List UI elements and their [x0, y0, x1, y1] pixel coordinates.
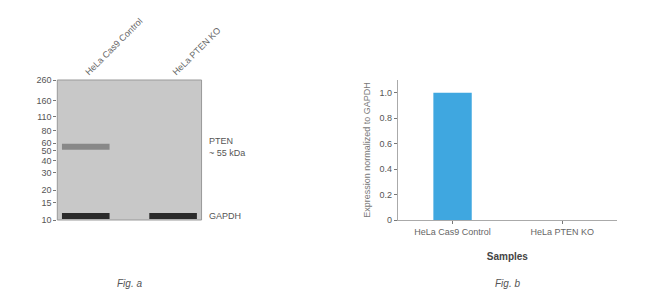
svg-text:HeLa PTEN KO: HeLa PTEN KO: [171, 25, 223, 77]
svg-text:110: 110: [37, 112, 51, 122]
svg-text:20: 20: [41, 185, 51, 195]
svg-text:0.2: 0.2: [379, 190, 392, 200]
svg-text:160: 160: [36, 96, 51, 106]
svg-text:1.0: 1.0: [379, 88, 392, 98]
svg-text:50: 50: [41, 146, 51, 156]
svg-text:HeLa PTEN KO: HeLa PTEN KO: [530, 227, 594, 237]
svg-text:0.6: 0.6: [379, 139, 392, 149]
svg-text:260: 260: [36, 75, 51, 85]
svg-text:0: 0: [387, 215, 392, 225]
svg-text:60: 60: [41, 138, 51, 148]
svg-text:GAPDH: GAPDH: [209, 211, 241, 221]
svg-text:Samples: Samples: [487, 251, 529, 262]
svg-text:30: 30: [41, 168, 51, 178]
svg-text:HeLa Cas9 Control: HeLa Cas9 Control: [414, 227, 491, 237]
svg-text:15: 15: [41, 198, 51, 208]
svg-text:Fig. a: Fig. a: [117, 278, 142, 289]
svg-text:PTEN~ 55 kDa: PTEN~ 55 kDa: [209, 136, 245, 158]
svg-text:0.4: 0.4: [379, 164, 392, 174]
svg-text:Expression normalized to GAPDH: Expression normalized to GAPDH: [362, 82, 372, 218]
svg-text:HeLa Cas9 Control: HeLa Cas9 Control: [83, 16, 144, 77]
svg-text:80: 80: [41, 126, 51, 136]
svg-text:10: 10: [41, 215, 51, 225]
svg-text:40: 40: [41, 156, 51, 166]
svg-text:0.8: 0.8: [379, 113, 392, 123]
svg-text:Fig. b: Fig. b: [495, 278, 520, 289]
